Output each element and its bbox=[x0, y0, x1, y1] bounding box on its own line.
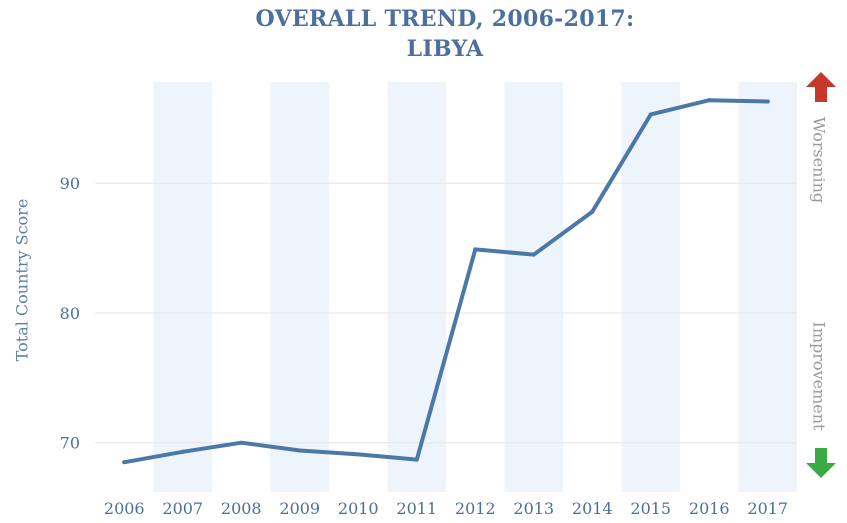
column-band-2007 bbox=[153, 82, 212, 492]
data-point-2012 bbox=[473, 247, 478, 252]
column-band-2015 bbox=[621, 82, 680, 492]
x-tick-label-2006: 2006 bbox=[104, 499, 145, 518]
data-point-2017 bbox=[765, 99, 770, 104]
series-line-total-country-score bbox=[122, 98, 770, 465]
column-band-2017 bbox=[738, 82, 797, 492]
data-point-2007 bbox=[180, 449, 185, 454]
chart-title-line-2: LIBYA bbox=[406, 36, 484, 62]
chart-title: OVERALL TREND, 2006-2017: LIBYA bbox=[95, 4, 795, 64]
arrow-down-shape bbox=[806, 448, 836, 478]
data-point-2016 bbox=[707, 98, 712, 103]
x-tick-label-2008: 2008 bbox=[221, 499, 262, 518]
arrow-down-icon bbox=[806, 448, 836, 478]
x-tick-label-2016: 2016 bbox=[689, 499, 730, 518]
x-tick-label-2017: 2017 bbox=[747, 499, 788, 518]
data-point-2013 bbox=[531, 252, 536, 257]
x-tick-label-2015: 2015 bbox=[630, 499, 671, 518]
data-point-2008 bbox=[239, 440, 244, 445]
y-tick-label-90: 90 bbox=[60, 174, 80, 193]
arrow-up-shape bbox=[806, 72, 836, 102]
data-point-2006 bbox=[122, 460, 127, 465]
arrow-up-icon bbox=[806, 72, 836, 102]
x-tick-label-2013: 2013 bbox=[513, 499, 554, 518]
worsening-label: Worsening bbox=[809, 116, 829, 204]
x-tick-label-2007: 2007 bbox=[162, 499, 203, 518]
x-tick-label-2009: 2009 bbox=[279, 499, 320, 518]
data-point-2010 bbox=[356, 452, 361, 457]
y-tick-label-80: 80 bbox=[60, 304, 80, 323]
x-tick-label-2010: 2010 bbox=[338, 499, 379, 518]
improvement-label: Improvement bbox=[809, 321, 829, 431]
data-point-2014 bbox=[590, 209, 595, 214]
column-band-2013 bbox=[504, 82, 563, 492]
column-band-2009 bbox=[270, 82, 329, 492]
column-band-2011 bbox=[387, 82, 446, 492]
x-tick-label-2011: 2011 bbox=[396, 499, 437, 518]
y-axis-label: Total Country Score bbox=[12, 198, 32, 362]
chart-title-line-1: OVERALL TREND, 2006-2017: bbox=[255, 6, 635, 32]
data-point-2009 bbox=[297, 448, 302, 453]
data-point-2011 bbox=[414, 457, 419, 462]
data-point-2015 bbox=[648, 112, 653, 117]
x-tick-label-2014: 2014 bbox=[572, 499, 613, 518]
y-tick-label-70: 70 bbox=[60, 434, 80, 453]
x-tick-label-2012: 2012 bbox=[455, 499, 496, 518]
